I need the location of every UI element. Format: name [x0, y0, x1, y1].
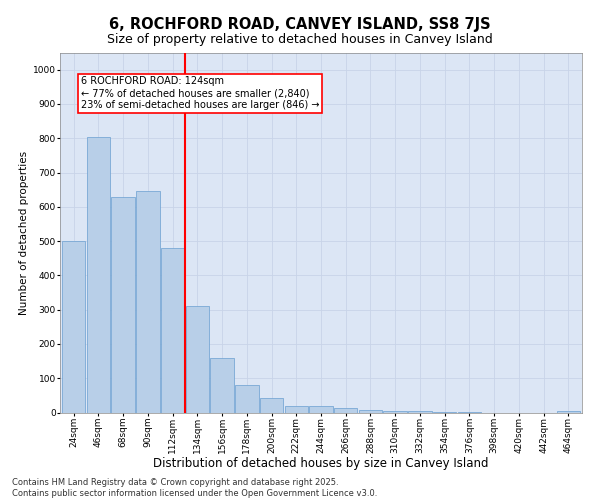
Text: 6, ROCHFORD ROAD, CANVEY ISLAND, SS8 7JS: 6, ROCHFORD ROAD, CANVEY ISLAND, SS8 7JS [109, 18, 491, 32]
Bar [284, 406, 308, 412]
Bar [309, 406, 333, 412]
Text: Size of property relative to detached houses in Canvey Island: Size of property relative to detached ho… [107, 32, 493, 46]
Bar [112, 196, 135, 412]
Bar [86, 136, 110, 412]
Bar [334, 408, 358, 412]
Text: Contains HM Land Registry data © Crown copyright and database right 2025.
Contai: Contains HM Land Registry data © Crown c… [12, 478, 377, 498]
Bar [62, 241, 85, 412]
Bar [359, 410, 382, 412]
Bar [210, 358, 234, 412]
Bar [260, 398, 283, 412]
Bar [161, 248, 184, 412]
Bar [383, 411, 407, 412]
Bar [185, 306, 209, 412]
Bar [235, 385, 259, 412]
X-axis label: Distribution of detached houses by size in Canvey Island: Distribution of detached houses by size … [153, 457, 489, 470]
Text: 6 ROCHFORD ROAD: 124sqm
← 77% of detached houses are smaller (2,840)
23% of semi: 6 ROCHFORD ROAD: 124sqm ← 77% of detache… [81, 76, 320, 110]
Bar [136, 192, 160, 412]
Y-axis label: Number of detached properties: Number of detached properties [19, 150, 29, 314]
